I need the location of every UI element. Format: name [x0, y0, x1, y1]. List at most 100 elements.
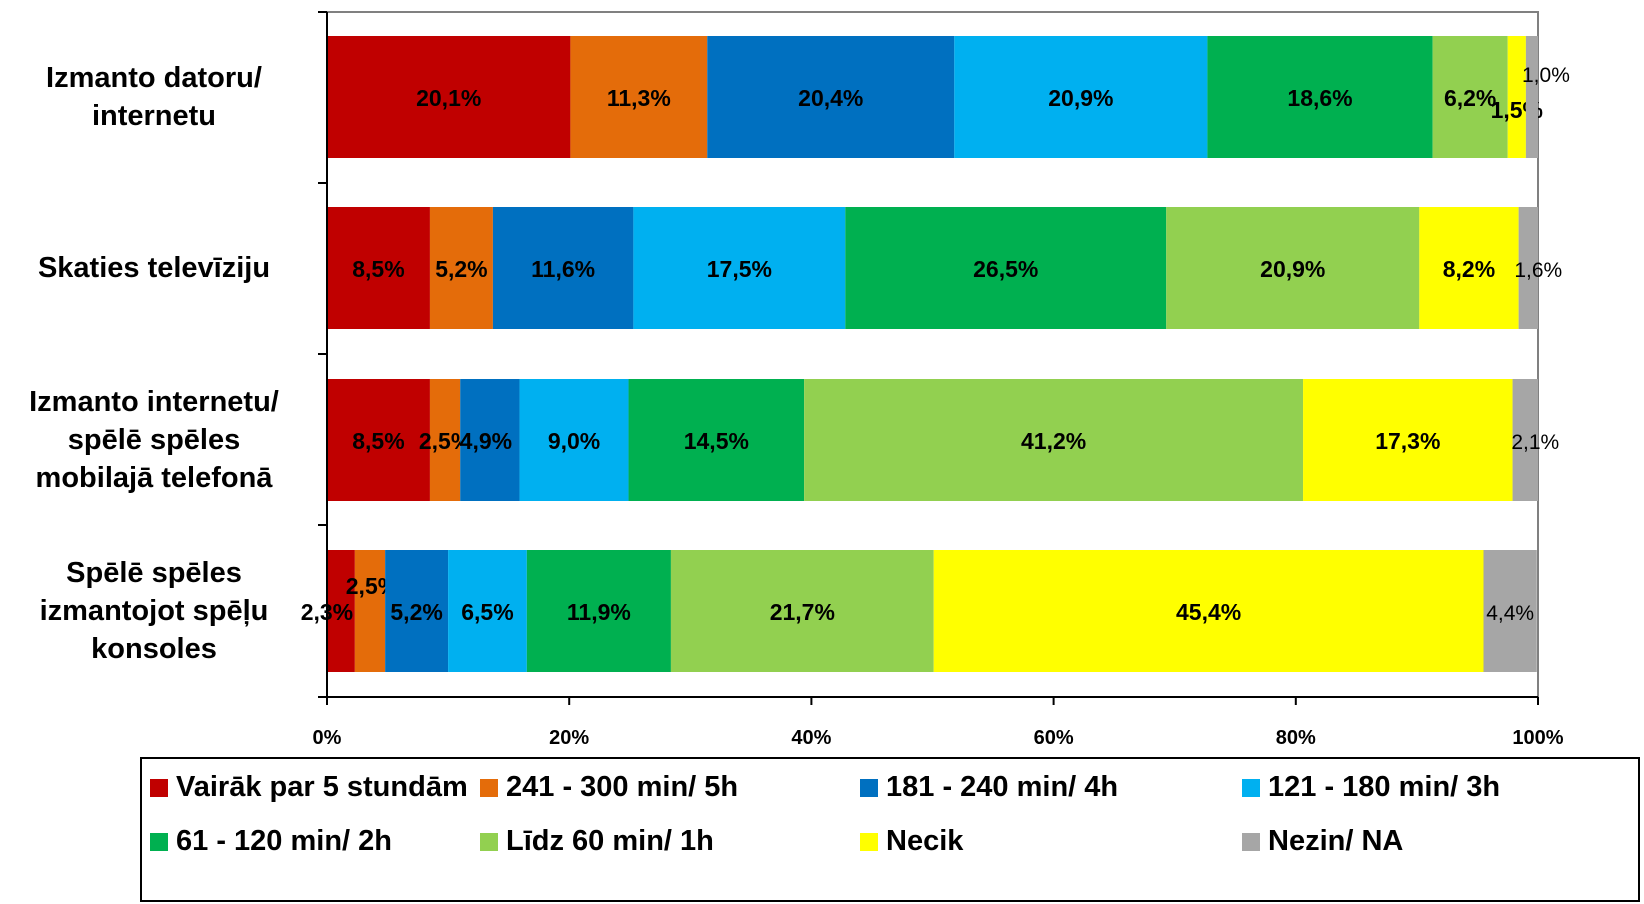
- data-label: 1,6%: [1514, 259, 1562, 282]
- legend-swatch: [860, 778, 878, 797]
- legend-label: 241 - 300 min/ 5h: [506, 771, 739, 803]
- x-tick-label: 60%: [1033, 727, 1074, 749]
- category-label: Izmanto internetu/spēlē spēles mobilajā t…: [0, 383, 314, 497]
- bar-segment: [633, 207, 846, 329]
- bar-segment: [385, 550, 449, 672]
- bar-segment: [1432, 36, 1508, 158]
- bar-segment: [429, 207, 493, 329]
- bar-segment: [1507, 36, 1526, 158]
- data-label: 6,5%: [461, 599, 513, 625]
- legend-item: Necik: [860, 825, 963, 858]
- legend: Vairāk par 5 stundām 241 - 300 min/ 5h 181…: [140, 757, 1640, 902]
- bar-segment: [1483, 550, 1537, 672]
- legend-label: 181 - 240 min/ 4h: [886, 771, 1119, 803]
- data-label: 4,9%: [460, 428, 512, 454]
- data-label: 9,0%: [548, 428, 600, 454]
- legend-swatch: [860, 832, 878, 851]
- data-label: 21,7%: [770, 599, 835, 625]
- data-label: 6,2%: [1444, 85, 1496, 111]
- bar-segment: [327, 550, 355, 672]
- legend-label: 61 - 120 min/ 2h: [176, 825, 392, 857]
- bar-segment: [354, 550, 386, 672]
- bar-segment: [845, 207, 1167, 329]
- bar-segment: [327, 379, 430, 501]
- bar-segment: [628, 379, 805, 501]
- category-label-line: internetu: [91, 100, 217, 132]
- data-label: 20,4%: [798, 85, 863, 111]
- category-label: Skaties televīziju: [0, 249, 314, 287]
- data-label: 14,5%: [684, 428, 749, 454]
- data-label: 11,3%: [607, 85, 671, 111]
- category-label-line: spēlē spēles: [67, 424, 241, 456]
- bar-segment: [492, 207, 634, 329]
- legend-label: 121 - 180 min/ 3h: [1268, 771, 1501, 803]
- data-label: 11,9%: [567, 599, 631, 625]
- legend-item: 121 - 180 min/ 3h: [1242, 771, 1500, 804]
- data-label: 11,6%: [531, 256, 595, 282]
- category-label-line: Spēlē spēles: [66, 557, 242, 589]
- category-label-line: Izmanto datoru/: [46, 62, 262, 94]
- legend-label: Līdz 60 min/ 1h: [506, 825, 714, 857]
- data-label: 26,5%: [973, 256, 1038, 282]
- bar-segment: [1166, 207, 1420, 329]
- bar-segment: [670, 550, 934, 672]
- legend-swatch: [150, 778, 168, 797]
- data-label: 18,6%: [1287, 85, 1352, 111]
- bar-segment: [707, 36, 955, 158]
- legend-item: Nezin/ NA: [1242, 825, 1403, 858]
- data-label: 8,5%: [352, 256, 404, 282]
- bar-segment: [429, 379, 461, 501]
- category-label-line: izmantojot spēļu: [39, 595, 269, 627]
- bar-segment: [519, 379, 629, 501]
- legend-swatch: [480, 832, 498, 851]
- category-label: Spēlē spēles izmantojot spēļu konsoles: [0, 554, 314, 668]
- data-label: 20,9%: [1048, 85, 1113, 111]
- category-label: Izmanto datoru/internetu: [0, 59, 314, 135]
- bar-segment: [448, 550, 527, 672]
- bar-segment: [804, 379, 1304, 501]
- category-label-line: Izmanto internetu/: [29, 386, 279, 418]
- data-label: 4,4%: [1486, 602, 1534, 625]
- category-label-line: konsoles: [91, 633, 217, 665]
- x-tick-label: 20%: [549, 727, 590, 749]
- data-label: 8,5%: [352, 428, 404, 454]
- data-label: 20,1%: [416, 85, 481, 111]
- bar-segment: [526, 550, 671, 672]
- data-label: 17,5%: [707, 256, 772, 282]
- legend-item: 241 - 300 min/ 5h: [480, 771, 738, 804]
- data-label: 8,2%: [1443, 256, 1495, 282]
- category-label-line: Skaties televīziju: [37, 252, 271, 284]
- x-tick-label: 100%: [1512, 727, 1564, 749]
- bar-segment: [327, 36, 571, 158]
- bar-segment: [1303, 379, 1513, 501]
- bar-segment: [570, 36, 708, 158]
- category-label-line: mobilajā telefonā: [35, 462, 273, 494]
- legend-item: 61 - 120 min/ 2h: [150, 825, 392, 858]
- bar-segment: [1518, 207, 1538, 329]
- bar-segment: [954, 36, 1208, 158]
- legend-item: Līdz 60 min/ 1h: [480, 825, 714, 858]
- data-label: 2,1%: [1511, 431, 1559, 454]
- legend-swatch: [150, 832, 168, 851]
- data-label: 5,2%: [435, 256, 487, 282]
- legend-swatch: [1242, 832, 1260, 851]
- legend-item: 181 - 240 min/ 4h: [860, 771, 1118, 804]
- bar-segment: [1419, 207, 1519, 329]
- legend-label: Vairāk par 5 stundām: [176, 771, 468, 803]
- legend-item: Vairāk par 5 stundām: [150, 771, 468, 804]
- data-label: 20,9%: [1260, 256, 1325, 282]
- bar-segment: [1512, 379, 1538, 501]
- data-label: 45,4%: [1176, 599, 1241, 625]
- x-tick-label: 0%: [312, 727, 342, 749]
- x-tick-label: 40%: [791, 727, 832, 749]
- legend-swatch: [480, 778, 498, 797]
- data-label: 5,2%: [390, 599, 442, 625]
- legend-swatch: [1242, 778, 1260, 797]
- bar-segment: [460, 379, 520, 501]
- bar-segment: [1525, 36, 1538, 158]
- x-tick-label: 80%: [1275, 727, 1316, 749]
- data-label: 17,3%: [1375, 428, 1440, 454]
- bar-segment: [933, 550, 1484, 672]
- legend-label: Necik: [886, 825, 964, 857]
- bar-segment: [1207, 36, 1433, 158]
